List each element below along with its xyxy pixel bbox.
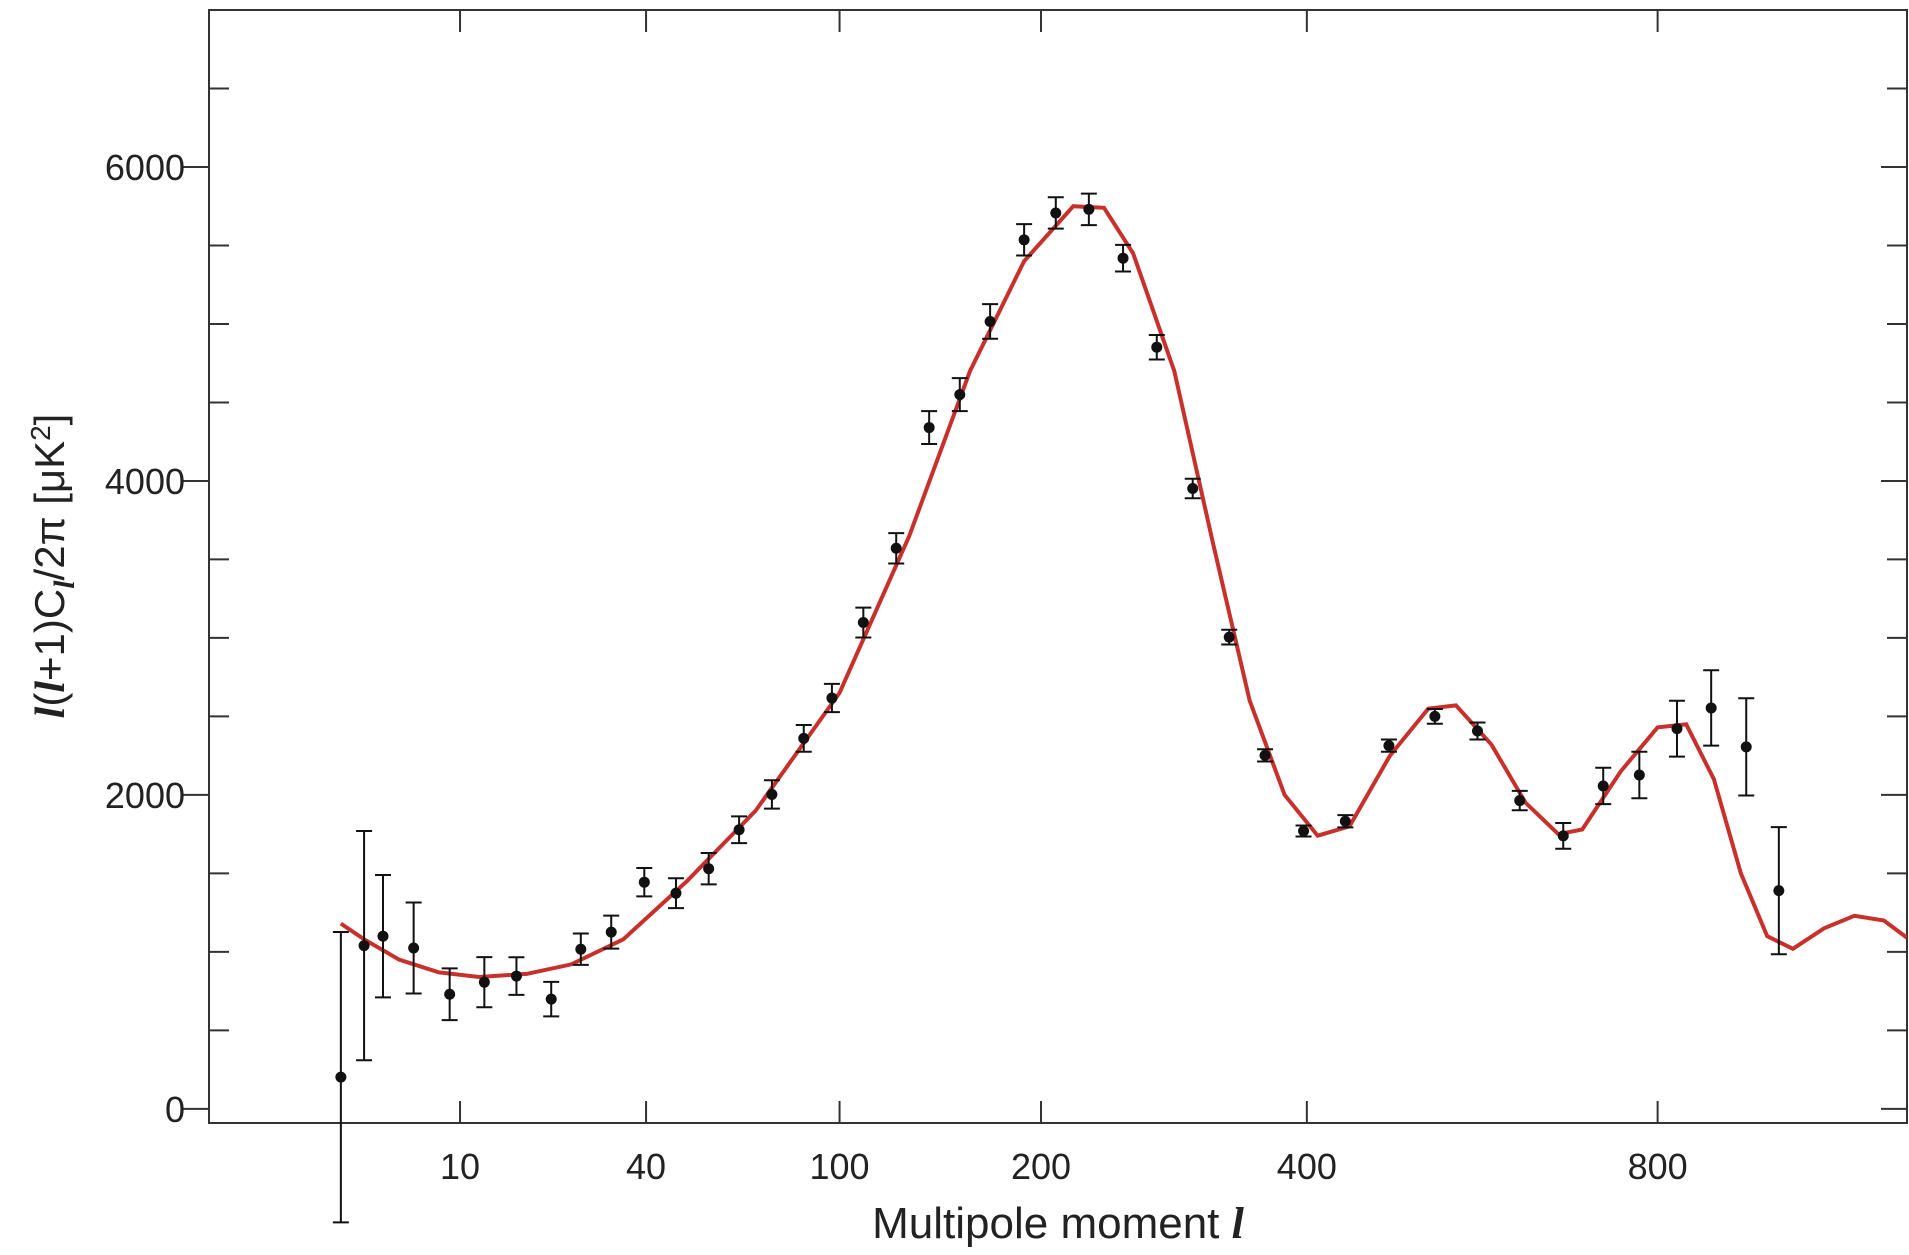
y-label-part: /2π [μK: [26, 441, 73, 581]
data-point: [703, 863, 715, 875]
x-tick-label: 100: [810, 1146, 870, 1187]
data-point: [1083, 203, 1095, 215]
x-axis-label-text: Multipole moment: [872, 1199, 1231, 1248]
data-point: [1597, 780, 1609, 792]
data-point: [798, 732, 810, 744]
y-label-part: l: [28, 706, 74, 718]
x-tick-label: 200: [1011, 1146, 1071, 1187]
data-point: [377, 930, 389, 942]
data-point: [358, 940, 370, 952]
y-tick-label: 6000: [105, 147, 185, 188]
x-tick-label: 800: [1628, 1146, 1688, 1187]
y-label-part: (: [26, 693, 73, 707]
data-point: [1514, 795, 1526, 807]
data-point: [1259, 749, 1271, 761]
y-label-part: 2: [25, 425, 56, 441]
data-point: [890, 542, 902, 554]
data-point: [335, 1071, 347, 1083]
data-point: [1471, 725, 1483, 737]
data-point: [1429, 710, 1441, 722]
y-label-part: l: [48, 580, 81, 589]
data-point: [408, 942, 420, 954]
data-point: [1557, 830, 1569, 842]
data-point: [1187, 482, 1199, 494]
data-point: [478, 976, 490, 988]
data-point: [1050, 207, 1062, 219]
x-tick-label: 10: [440, 1146, 480, 1187]
data-point: [1705, 702, 1717, 714]
x-axis-label-symbol: l: [1232, 1199, 1245, 1248]
ticks: 0 2000 4000 6000 10 40 100 200 400 800: [105, 10, 1907, 1187]
data-point: [1223, 631, 1235, 643]
y-label-part: +1)C: [26, 589, 73, 681]
y-tick-label: 0: [165, 1089, 185, 1130]
data-point: [545, 993, 557, 1005]
data-point: [638, 876, 650, 888]
data-point: [444, 988, 456, 1000]
y-axis-label: l(l+1)Cl/2π [μK2]: [25, 414, 81, 719]
data-point: [605, 926, 617, 938]
data-point: [1671, 723, 1683, 735]
data-point: [1298, 825, 1310, 837]
data-point: [766, 788, 778, 800]
x-tick-label: 40: [626, 1146, 666, 1187]
data-point: [575, 943, 587, 955]
y-tick-label: 4000: [105, 461, 185, 502]
data-point: [733, 824, 745, 836]
y-tick-label: 2000: [105, 775, 185, 816]
data-point: [1117, 252, 1129, 264]
data-point: [1633, 769, 1645, 781]
data-point: [1151, 341, 1163, 353]
data-point: [1383, 740, 1395, 752]
data-point: [510, 970, 522, 982]
curve-layer: [339, 204, 1907, 980]
data-point: [984, 315, 996, 327]
x-tick-label: 400: [1277, 1146, 1337, 1187]
data-point: [857, 617, 869, 629]
y-label-part: l: [28, 681, 74, 693]
data-point: [1740, 741, 1752, 753]
y-label-part: ]: [26, 414, 73, 426]
plot-frame: [208, 9, 1908, 1124]
data-point: [1773, 885, 1785, 897]
data-point: [1018, 234, 1030, 246]
fit-curve: [339, 204, 1907, 980]
data-point: [826, 692, 838, 704]
points-layer: [332, 192, 1787, 1224]
data-point: [923, 422, 935, 434]
data-point: [1339, 815, 1351, 827]
data-point: [670, 887, 682, 899]
x-axis-label: Multipole moment l: [872, 1199, 1244, 1248]
data-point: [954, 389, 966, 401]
